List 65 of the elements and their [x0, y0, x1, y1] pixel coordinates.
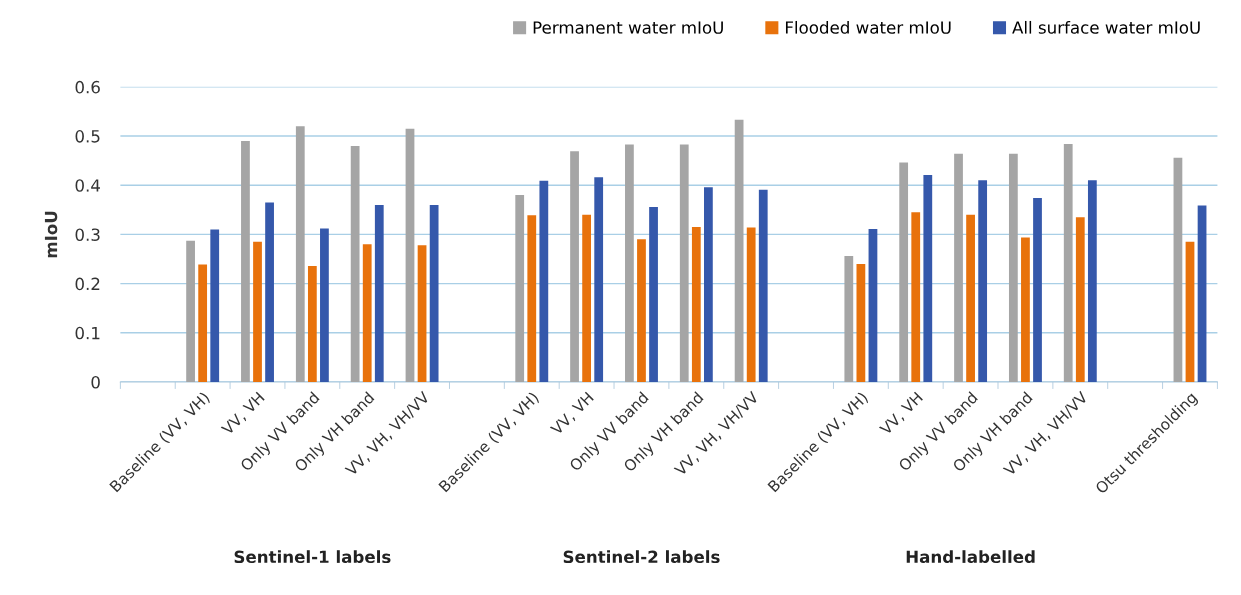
bar — [515, 195, 525, 382]
bar — [198, 264, 208, 382]
bar — [758, 189, 768, 382]
bar — [679, 144, 689, 382]
y-axis-title: mIoU — [44, 211, 58, 258]
bar — [429, 204, 439, 382]
bar — [362, 244, 372, 382]
bar — [1185, 241, 1195, 382]
bar — [405, 128, 415, 382]
bar — [856, 263, 866, 382]
y-tick-label: 0.6 — [75, 80, 100, 94]
bar — [844, 256, 854, 382]
x-tick-label: VV, VH — [549, 391, 596, 437]
bar — [594, 177, 604, 382]
text: Sentinel-2 labels — [563, 550, 720, 564]
y-tick-label: 0.2 — [75, 277, 100, 291]
bar — [966, 214, 975, 382]
bar — [527, 215, 537, 382]
legend-label: All surface water mIoU — [1012, 20, 1200, 34]
bar — [307, 265, 317, 382]
bar — [210, 229, 220, 382]
bar — [954, 153, 963, 382]
bar — [1087, 180, 1097, 382]
bar — [539, 180, 549, 382]
x-tick-label: VV, VH — [220, 391, 266, 437]
bar — [625, 144, 634, 382]
legend-label: Flooded water mIoU — [785, 20, 951, 34]
bar — [417, 245, 427, 382]
bar — [1063, 143, 1073, 382]
bar — [350, 145, 360, 382]
bar — [1197, 205, 1207, 382]
bar — [253, 241, 262, 382]
text: Hand-labelled — [906, 550, 1035, 564]
bar — [868, 229, 878, 382]
bar — [295, 126, 305, 382]
bar — [374, 204, 384, 382]
y-tick-label: 0.5 — [75, 130, 100, 143]
bar — [746, 227, 756, 382]
bar — [704, 187, 713, 382]
y-tick-label: 0.3 — [75, 228, 100, 241]
bar — [1173, 157, 1183, 382]
bar — [241, 140, 250, 382]
bar — [1021, 237, 1030, 382]
bar — [582, 214, 592, 382]
bar — [186, 240, 195, 382]
bar — [734, 119, 744, 382]
bar — [1033, 198, 1042, 382]
y-tick-label: 0.1 — [75, 326, 100, 340]
x-tick-label: VV, VH — [878, 391, 925, 437]
bar — [978, 180, 988, 382]
bar — [637, 239, 646, 382]
y-tick-label: 0.4 — [75, 179, 100, 192]
bar — [923, 174, 933, 382]
bar — [691, 227, 701, 382]
legend-label: Permanent water mIoU — [533, 21, 723, 34]
bar — [649, 206, 658, 382]
bar — [1075, 217, 1085, 382]
bar — [911, 212, 921, 382]
text: Sentinel-1 labels — [234, 550, 391, 564]
bar — [320, 228, 329, 382]
y-tick-label: 0 — [91, 375, 100, 389]
bar — [899, 162, 909, 382]
bar — [570, 151, 579, 382]
bar — [265, 202, 274, 382]
bar — [1008, 153, 1018, 382]
